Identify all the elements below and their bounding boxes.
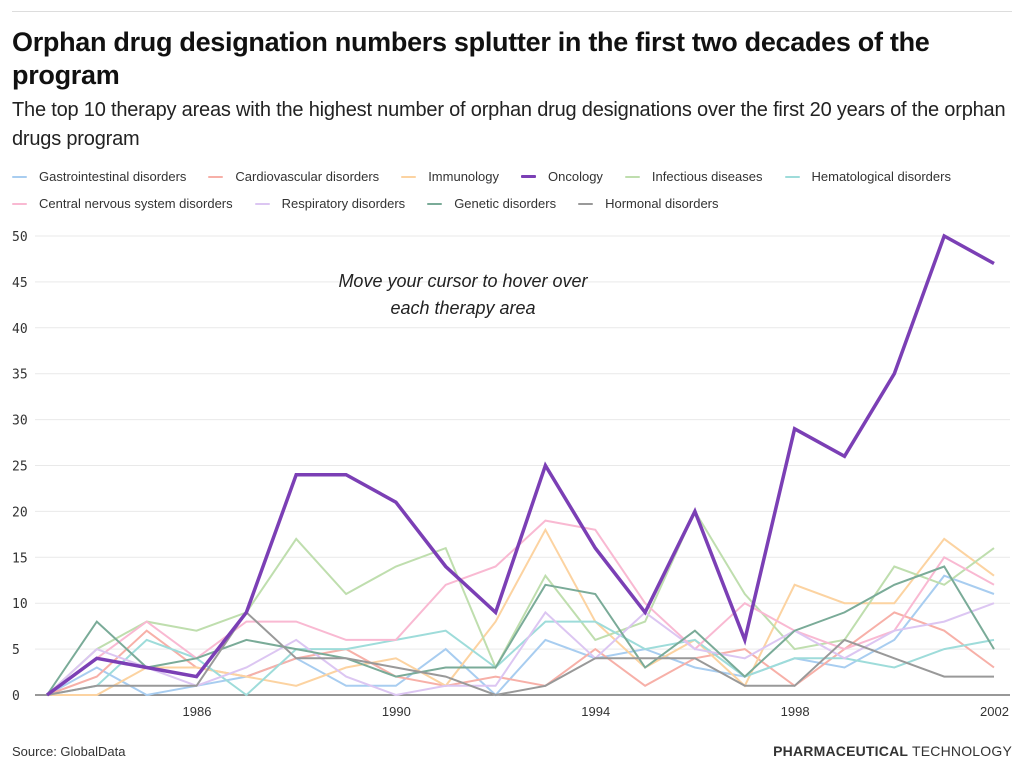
brand-logo: PHARMACEUTICAL TECHNOLOGY bbox=[773, 743, 1012, 759]
chart-subtitle: The top 10 therapy areas with the highes… bbox=[12, 99, 1006, 150]
legend-item-cardiovascular-disorders[interactable]: Cardiovascular disorders bbox=[208, 169, 379, 184]
legend-label: Oncology bbox=[548, 169, 603, 184]
hover-annotation-line2: each therapy area bbox=[390, 298, 535, 318]
legend-swatch-icon bbox=[624, 175, 640, 178]
y-tick-label: 20 bbox=[12, 505, 28, 520]
legend-swatch-icon bbox=[578, 202, 594, 205]
legend-item-central-nervous-system-disorders[interactable]: Central nervous system disorders bbox=[12, 196, 233, 211]
legend-swatch-icon bbox=[208, 175, 224, 178]
hover-annotation-line1: Move your cursor to hover over bbox=[338, 271, 588, 291]
brand-bold: PHARMACEUTICAL bbox=[773, 743, 909, 759]
series-line-immunology[interactable] bbox=[47, 527, 995, 696]
series-lines bbox=[45, 233, 995, 697]
legend: Gastrointestinal disorders Cardiovascular… bbox=[12, 163, 1012, 217]
series-line-gastrointestinal-disorders[interactable] bbox=[46, 574, 995, 697]
legend-swatch-icon bbox=[12, 175, 27, 178]
x-tick-label: 1986 bbox=[183, 704, 212, 719]
legend-swatch-icon bbox=[12, 202, 27, 205]
series-line-hormonal-disorders[interactable] bbox=[46, 610, 994, 697]
y-tick-label: 15 bbox=[12, 551, 28, 566]
legend-swatch-icon bbox=[521, 175, 536, 178]
legend-row: Gastrointestinal disorders Cardiovascular… bbox=[12, 163, 1012, 190]
legend-label: Hormonal disorders bbox=[605, 196, 719, 211]
y-tick-label: 40 bbox=[12, 322, 28, 337]
legend-label: Cardiovascular disorders bbox=[235, 169, 380, 184]
series-line-genetic-disorders[interactable] bbox=[46, 565, 995, 696]
y-tick-label: 5 bbox=[12, 643, 20, 658]
legend-swatch-icon bbox=[427, 202, 443, 205]
y-tick-label: 0 bbox=[12, 689, 20, 704]
gridlines bbox=[35, 235, 1010, 650]
legend-item-hematological-disorders[interactable]: Hematological disorders bbox=[784, 169, 951, 184]
legend-label: Respiratory disorders bbox=[281, 196, 406, 211]
legend-swatch-icon bbox=[784, 175, 800, 178]
legend-item-genetic-disorders[interactable]: Genetic disorders bbox=[427, 196, 556, 211]
y-tick-label: 45 bbox=[12, 276, 28, 291]
legend-item-immunology[interactable]: Immunology bbox=[401, 169, 499, 184]
legend-label: Gastrointestinal disorders bbox=[39, 169, 187, 184]
brand-light: TECHNOLOGY bbox=[911, 743, 1012, 759]
chart-title: Orphan drug designation numbers splutter… bbox=[12, 27, 930, 90]
legend-label: Central nervous system disorders bbox=[39, 196, 233, 211]
legend-label: Infectious diseases bbox=[651, 169, 763, 184]
x-axis: 1986 1990 1994 1998 2002 bbox=[35, 694, 1010, 719]
y-tick-label: 25 bbox=[12, 460, 28, 475]
y-tick-label: 50 bbox=[12, 230, 28, 245]
y-tick-label: 10 bbox=[12, 597, 28, 612]
y-axis: 0 5 10 15 20 25 30 35 40 45 50 bbox=[12, 230, 28, 704]
series-line-respiratory-disorders[interactable] bbox=[46, 602, 995, 697]
source-note: Source: GlobalData bbox=[12, 744, 126, 759]
legend-row: Central nervous system disorders Respirat… bbox=[12, 190, 1012, 217]
legend-label: Hematological disorders bbox=[811, 169, 951, 184]
series-line-oncology[interactable] bbox=[45, 233, 995, 697]
top-divider bbox=[12, 11, 1012, 12]
x-tick-label: 1994 bbox=[581, 704, 610, 719]
legend-item-gastrointestinal-disorders[interactable]: Gastrointestinal disorders bbox=[12, 169, 186, 184]
legend-item-oncology[interactable]: Oncology bbox=[521, 169, 603, 184]
y-tick-label: 30 bbox=[12, 414, 28, 429]
x-tick-label: 1998 bbox=[781, 704, 810, 719]
series-line-infectious-diseases[interactable] bbox=[46, 509, 995, 696]
legend-swatch-icon bbox=[254, 202, 270, 205]
x-tick-label: 1990 bbox=[382, 704, 411, 719]
legend-label: Immunology bbox=[428, 169, 499, 184]
legend-swatch-icon bbox=[401, 175, 417, 178]
legend-item-respiratory-disorders[interactable]: Respiratory disorders bbox=[254, 196, 406, 211]
legend-item-hormonal-disorders[interactable]: Hormonal disorders bbox=[578, 196, 719, 211]
y-tick-label: 35 bbox=[12, 368, 28, 383]
legend-item-infectious-diseases[interactable]: Infectious diseases bbox=[624, 169, 763, 184]
x-tick-label: 2002 bbox=[980, 704, 1009, 719]
legend-label: Genetic disorders bbox=[454, 196, 557, 211]
